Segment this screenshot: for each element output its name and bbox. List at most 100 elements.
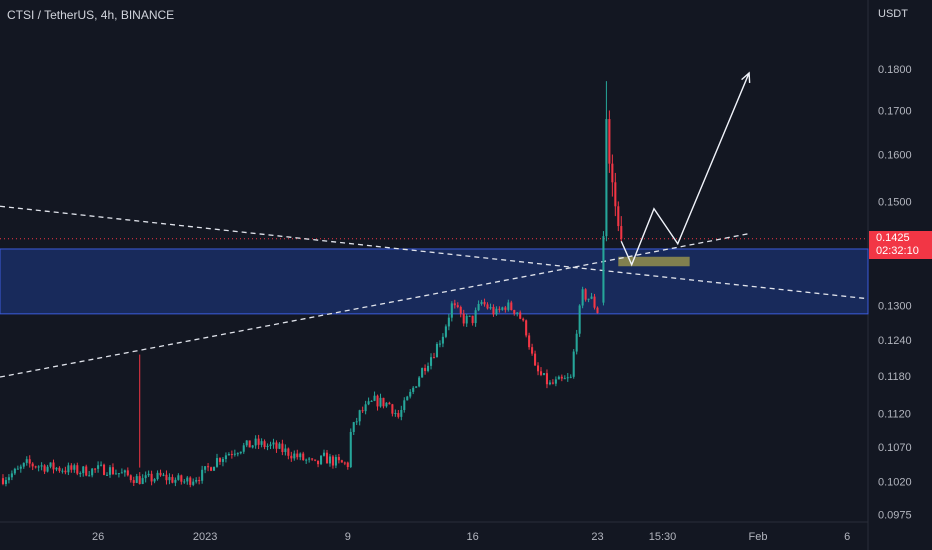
candle-body <box>236 453 239 455</box>
candle-body <box>317 460 320 465</box>
candle-body <box>46 466 49 472</box>
candle-body <box>394 413 397 415</box>
price-axis-panel <box>868 0 932 550</box>
candle-body <box>453 303 456 306</box>
candle-body <box>441 336 444 344</box>
candle-body <box>174 479 177 483</box>
candle-body <box>397 413 400 417</box>
candle-body <box>343 462 346 464</box>
symbol-title: CTSI / TetherUS, 4h, BINANCE <box>7 8 175 22</box>
candle-body <box>76 465 79 474</box>
candle-body <box>406 396 409 401</box>
candle-body <box>349 431 352 468</box>
candle-body <box>498 308 501 310</box>
candle-body <box>150 473 153 482</box>
candle-body <box>278 443 281 449</box>
candle-body <box>114 473 117 475</box>
candle-body <box>477 303 480 311</box>
candle-body <box>519 312 522 319</box>
candle-body <box>165 474 168 481</box>
candle-body <box>403 400 406 410</box>
last-price-tag: 0.1425 02:32:10 <box>869 230 932 259</box>
candle-body <box>281 443 284 453</box>
candle-body <box>230 454 233 456</box>
candle-body <box>501 307 504 310</box>
candle-body <box>516 312 519 314</box>
candle-body <box>198 480 201 482</box>
candle-body <box>73 465 76 470</box>
candle-body <box>575 333 578 352</box>
candle-body <box>581 289 584 306</box>
candle-body <box>531 347 534 354</box>
candle-body <box>123 470 126 473</box>
candle-body <box>153 479 156 482</box>
x-tick-label: 23 <box>591 531 603 543</box>
candle-body <box>135 476 138 483</box>
candle-body <box>186 477 189 482</box>
candle-body <box>1 478 5 484</box>
candle-body <box>183 481 186 483</box>
candle-body <box>141 478 144 484</box>
candle-body <box>545 373 548 385</box>
candle-body <box>266 445 269 448</box>
candle-body <box>548 382 551 385</box>
candle-body <box>156 472 159 480</box>
candle-body <box>522 318 525 321</box>
candle-body <box>10 473 13 478</box>
candle-body <box>379 397 382 407</box>
candle-body <box>52 462 55 470</box>
candle-body <box>210 467 213 471</box>
candle-body <box>370 400 373 402</box>
candle-body <box>367 401 370 405</box>
candle-body <box>412 387 415 392</box>
candle-body <box>578 305 581 334</box>
x-tick-label: 16 <box>467 531 479 543</box>
candle-body <box>572 351 575 377</box>
candle-body <box>7 477 10 481</box>
candle-body <box>614 182 617 207</box>
candle-body <box>447 317 450 327</box>
candle-body <box>602 236 605 303</box>
candle-body <box>189 477 192 485</box>
candle-body <box>168 477 171 481</box>
candle-body <box>391 404 394 414</box>
candle-body <box>25 459 28 463</box>
candle-body <box>462 313 465 324</box>
candle-body <box>331 456 334 466</box>
candle-body <box>489 306 492 309</box>
y-tick-label: 0.0975 <box>878 510 912 522</box>
candle-body <box>61 470 64 472</box>
candle-body <box>314 459 317 461</box>
candle-body <box>195 480 198 482</box>
candle-body <box>450 303 453 318</box>
y-tick-label: 0.1600 <box>878 150 912 162</box>
candle-body <box>233 453 236 455</box>
candle-body <box>67 465 70 473</box>
candle-body <box>617 206 620 227</box>
candle-body <box>207 466 210 468</box>
candle-body <box>308 458 311 460</box>
candle-body <box>132 480 135 483</box>
candle-body <box>100 464 103 466</box>
candle-body <box>429 357 433 366</box>
candle-body <box>111 467 114 475</box>
x-tick-label: 26 <box>92 531 104 543</box>
candle-body <box>215 458 219 467</box>
candle-body <box>239 451 242 454</box>
candle-body <box>13 468 16 474</box>
candle-body <box>94 468 97 470</box>
candle-body <box>55 467 58 470</box>
x-tick-label: 6 <box>844 531 850 543</box>
x-tick-label: 15:30 <box>649 531 677 543</box>
candle-body <box>212 466 216 471</box>
y-tick-label: 0.1240 <box>878 335 912 347</box>
candle-body <box>525 320 528 336</box>
candle-body <box>242 445 245 452</box>
candle-body <box>40 465 43 467</box>
support-zone <box>0 248 869 315</box>
candle-body <box>218 458 222 462</box>
candle-body <box>400 409 403 417</box>
candle-body <box>554 379 557 384</box>
candle-body <box>97 465 100 469</box>
